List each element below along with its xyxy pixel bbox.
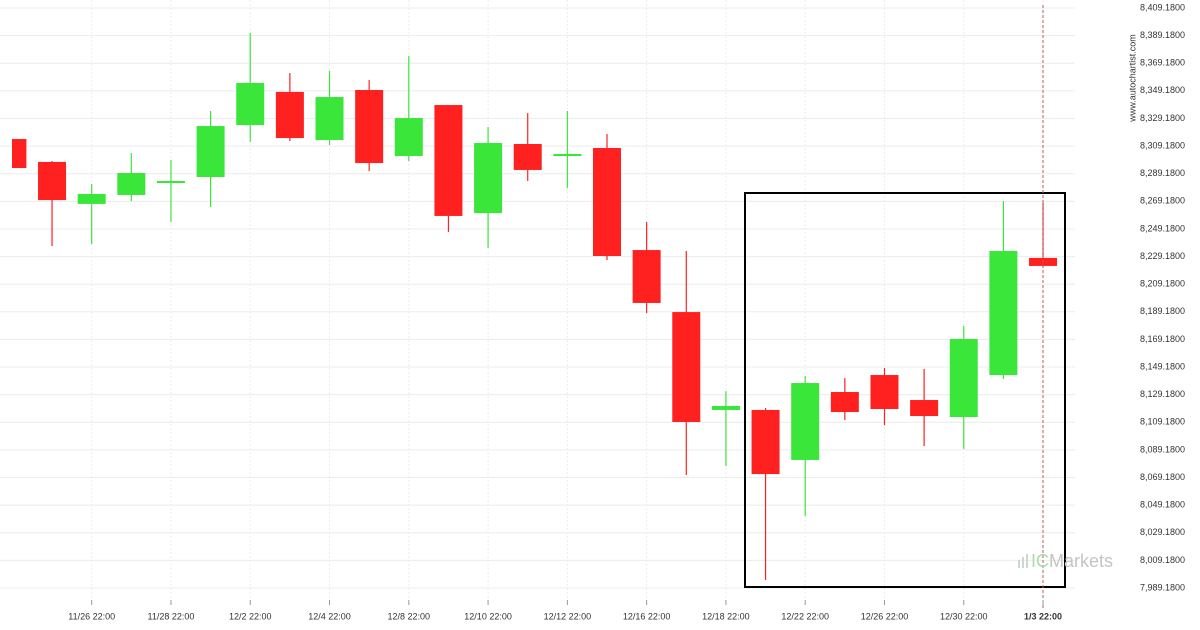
y-tick-label: 8,309.1800	[1140, 140, 1185, 150]
candle-body	[156, 181, 185, 184]
logo-prefix: IC	[1031, 551, 1049, 571]
candle-body	[553, 153, 582, 157]
y-tick-label: 8,289.1800	[1140, 168, 1185, 178]
candle-body	[196, 126, 225, 178]
y-tick-label: 8,209.1800	[1140, 279, 1185, 289]
x-tick-label: 12/26 22:00	[861, 611, 909, 621]
highlight-box	[744, 192, 1066, 588]
source-watermark: www.autochartist.com	[1127, 34, 1137, 123]
logo-text: ICMarkets	[1031, 551, 1113, 571]
logo: ICMarkets	[1018, 551, 1113, 571]
y-tick-label: 8,129.1800	[1140, 389, 1185, 399]
candle-body	[711, 405, 740, 410]
candle-body	[632, 250, 661, 303]
x-tick-label: 11/28 22:00	[148, 611, 195, 621]
candle-body	[434, 105, 463, 216]
candle-body	[949, 338, 978, 418]
candle-body	[38, 161, 67, 201]
candle-body	[870, 375, 899, 410]
grid	[0, 0, 1075, 600]
y-tick-label: 8,369.1800	[1140, 58, 1185, 68]
logo-name: Markets	[1049, 551, 1113, 571]
logo-bar	[1026, 554, 1028, 568]
candle-body	[117, 172, 146, 195]
candle-body	[77, 193, 106, 204]
y-tick-label: 8,029.1800	[1140, 527, 1185, 537]
x-tick-label: 12/10 22:00	[464, 611, 512, 621]
y-tick-label: 8,109.1800	[1140, 417, 1185, 427]
x-tick-label: 12/12 22:00	[544, 611, 592, 621]
x-tick-label: 12/18 22:00	[702, 611, 750, 621]
y-tick-label: 8,009.1800	[1140, 555, 1185, 565]
y-tick-label: 7,989.1800	[1140, 582, 1185, 592]
y-tick-label: 8,049.1800	[1140, 500, 1185, 510]
y-tick-label: 8,389.1800	[1140, 30, 1185, 40]
y-tick-label: 8,089.1800	[1140, 444, 1185, 454]
candle-body	[593, 148, 621, 256]
y-tick-label: 8,329.1800	[1140, 113, 1185, 123]
y-tick-label: 8,349.1800	[1140, 85, 1185, 95]
y-tick-label: 8,069.1800	[1140, 472, 1185, 482]
candle-body	[12, 139, 27, 169]
candle-body	[474, 143, 503, 214]
y-tick-label: 8,249.1800	[1140, 223, 1185, 233]
y-tick-label: 8,409.1800	[1140, 2, 1185, 12]
candle-body	[275, 91, 304, 139]
candle-body	[751, 409, 780, 475]
y-tick-label: 8,189.1800	[1140, 306, 1185, 316]
candle-body	[394, 118, 423, 157]
axis-labels: 7,989.1800 8,009.1800 8,029.1800 8,049.1800…	[68, 2, 1185, 621]
x-tick-label: 12/16 22:00	[623, 611, 671, 621]
candle-body	[513, 143, 542, 170]
candle-body	[910, 400, 939, 417]
y-tick-label: 8,229.1800	[1140, 251, 1185, 261]
x-tick-label: 12/22 22:00	[781, 611, 829, 621]
candle-body	[989, 251, 1018, 376]
candle-body	[830, 392, 859, 413]
y-tick-label: 8,169.1800	[1140, 334, 1185, 344]
candle-body	[236, 82, 265, 126]
x-tick-label: 12/30 22:00	[940, 611, 988, 621]
candles	[12, 32, 1058, 580]
logo-bar	[1018, 560, 1020, 568]
candle-body	[355, 90, 384, 164]
y-tick-label: 8,269.1800	[1140, 196, 1185, 206]
x-tick-label: 11/26 22:00	[68, 611, 115, 621]
candle-body	[791, 383, 820, 460]
candle-body	[315, 97, 344, 140]
y-tick-label: 8,149.1800	[1140, 361, 1185, 371]
x-tick-label: 12/4 22:00	[308, 611, 351, 621]
candle-body	[672, 312, 701, 422]
x-tick-label: 12/2 22:00	[229, 611, 272, 621]
x-tick-label: 1/3 22:00	[1024, 611, 1062, 621]
logo-bar	[1022, 557, 1024, 568]
x-tick-label: 12/8 22:00	[388, 611, 431, 621]
